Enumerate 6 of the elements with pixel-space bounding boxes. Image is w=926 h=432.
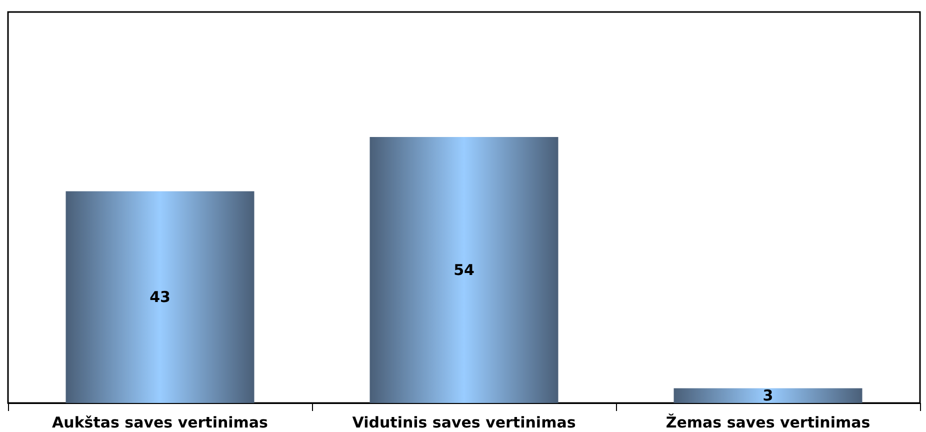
data-label: 43 [150,288,170,306]
data-label: 3 [762,386,774,405]
data-label: 54 [454,261,474,280]
x-tick-label: Aukštas saves vertinimas [52,414,268,432]
x-tick-label: Vidutinis saves vertinimas [352,414,576,432]
x-tick-label: Žemas saves vertinimas [666,414,870,432]
